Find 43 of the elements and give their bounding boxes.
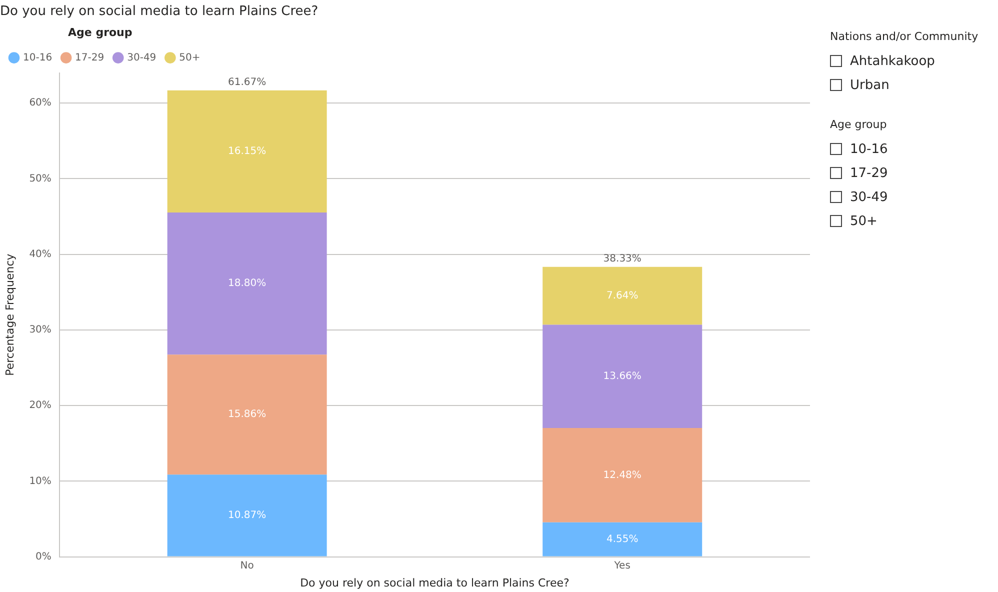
y-tick-label: 20%: [29, 400, 52, 412]
y-tick-label: 30%: [29, 324, 52, 336]
bar: [542, 428, 702, 522]
text: Nations and/or Community: [830, 30, 978, 43]
data-label: 15.86%: [228, 409, 266, 420]
data-label: 4.55%: [606, 534, 638, 545]
legend-label: 10-16: [23, 52, 52, 64]
chart-title: Do you rely on social media to learn Plains Cree?: [0, 4, 318, 20]
total-label: 38.33%: [603, 254, 642, 265]
text: 50+: [850, 214, 878, 228]
x-axis-title: Do you rely on social media to learn Plains Cree?: [300, 576, 570, 590]
bar: [542, 522, 702, 556]
data-label: 12.48%: [603, 470, 642, 481]
y-tick-label: 60%: [29, 98, 52, 109]
data-label: 18.80%: [228, 278, 266, 290]
data-label: 16.15%: [228, 146, 266, 158]
data-label: 10.87%: [228, 510, 266, 522]
bar: [167, 90, 327, 212]
bar: [542, 324, 702, 428]
data-label: 7.64%: [606, 290, 638, 302]
bar: [167, 212, 327, 355]
data-label: 13.66%: [603, 370, 642, 382]
text: 17-29: [850, 166, 888, 180]
y-tick-label: 0%: [36, 551, 52, 562]
x-tick-label: No: [240, 560, 254, 572]
y-tick-label: 50%: [29, 173, 52, 184]
bar: [542, 266, 702, 325]
bar: [167, 354, 327, 475]
legend-label: 50+: [179, 52, 200, 64]
legend-label: 17-29: [75, 52, 104, 64]
text: Ahtahkakoop: [850, 54, 935, 68]
y-tick-label: 40%: [29, 248, 52, 260]
legend-label: 30-49: [127, 52, 156, 64]
text: Urban: [850, 78, 890, 92]
y-axis-title: Percentage Frequency: [3, 253, 16, 376]
text: 30-49: [850, 190, 888, 204]
y-tick-label: 10%: [29, 476, 52, 487]
bar: [167, 474, 327, 556]
text: Age group: [830, 118, 888, 131]
x-tick-label: Yes: [613, 560, 630, 572]
total-label: 61.67%: [228, 76, 266, 88]
legend-title: Age group: [68, 26, 132, 39]
text: 10-16: [850, 142, 888, 156]
